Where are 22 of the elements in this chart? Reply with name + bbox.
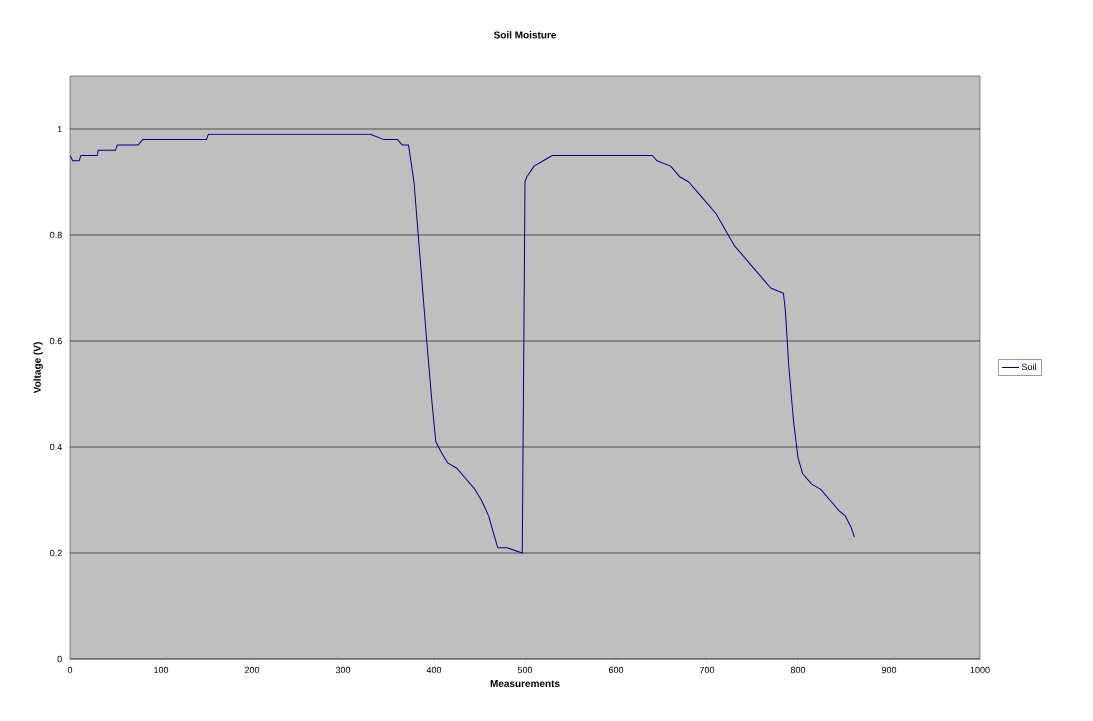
y-tick-label: 1 bbox=[57, 125, 62, 133]
x-axis-title: Measurements bbox=[490, 680, 560, 688]
chart-title: Soil Moisture bbox=[493, 31, 557, 39]
x-tick-label: 1000 bbox=[970, 666, 990, 674]
x-tick-label: 400 bbox=[426, 666, 442, 674]
y-tick-label: 0.2 bbox=[50, 549, 62, 557]
x-tick-label: 300 bbox=[335, 666, 351, 674]
line-series bbox=[70, 133, 855, 554]
x-tick-label: 700 bbox=[699, 666, 715, 674]
y-tick-label: 0.6 bbox=[50, 337, 62, 345]
y-axis-title: Voltage (V) bbox=[33, 342, 43, 394]
y-tick-label: 0 bbox=[57, 655, 62, 663]
x-tick-label: 800 bbox=[790, 666, 806, 674]
x-tick-label: 200 bbox=[244, 666, 260, 674]
x-tick-label: 0 bbox=[67, 666, 73, 674]
x-tick-label: 500 bbox=[517, 666, 533, 674]
x-tick-label: 600 bbox=[608, 666, 624, 674]
legend-label: Soil bbox=[1021, 363, 1036, 371]
y-tick-label: 0.4 bbox=[50, 443, 62, 451]
x-tick-label: 100 bbox=[154, 666, 169, 674]
y-tick-label: 0.8 bbox=[50, 231, 62, 239]
x-tick-label: 900 bbox=[881, 666, 897, 674]
